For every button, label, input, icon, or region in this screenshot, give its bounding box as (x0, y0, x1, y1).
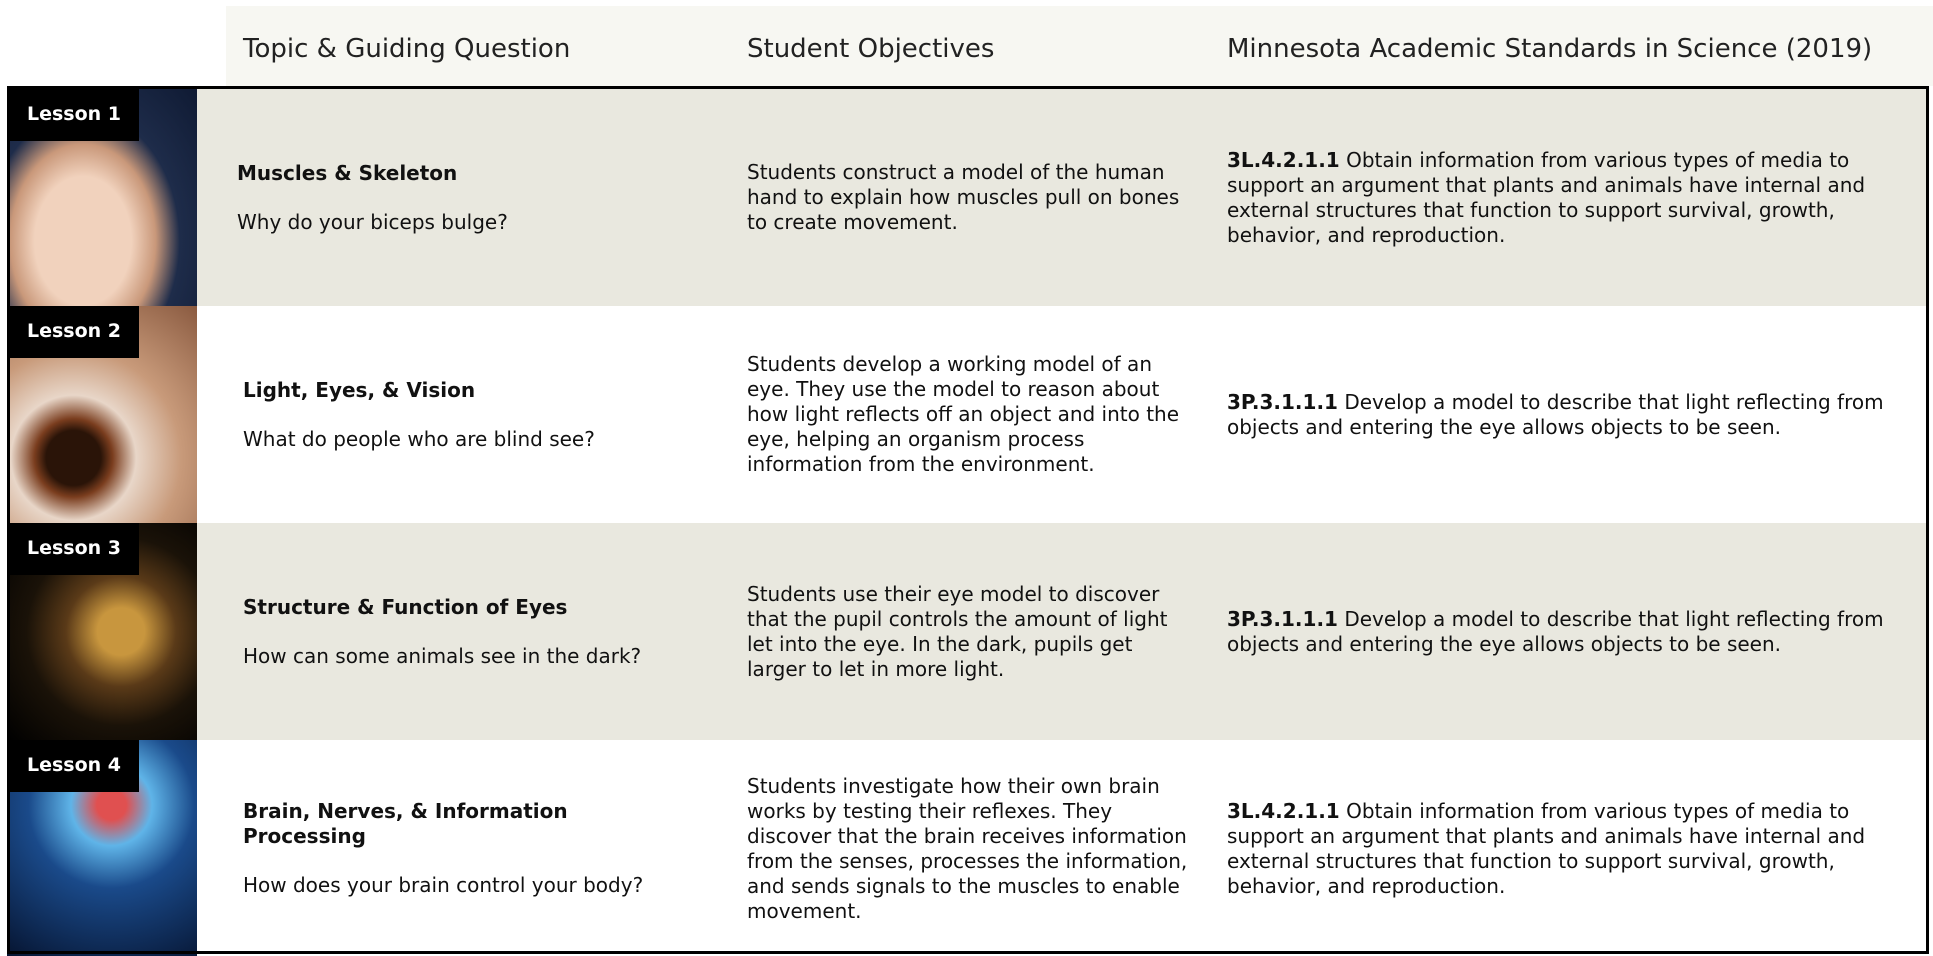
topic-title: Muscles & Skeleton (237, 160, 458, 185)
standard-text: Develop a model to describe that light r… (1227, 389, 1884, 439)
column-header: Student Objectives (747, 34, 995, 64)
standard-text: Develop a model to describe that light r… (1227, 606, 1884, 656)
lesson-label: Lesson 4 (7, 740, 140, 792)
table-row: Structure & Function of Eyes How can some… (197, 523, 1929, 740)
lesson-label: Lesson 1 (7, 89, 140, 141)
standard-code: 3P.3.1.1.1 (1227, 606, 1338, 631)
standard-cell: 3P.3.1.1.1 Develop a model to describe t… (1227, 523, 1927, 740)
standard-cell: 3P.3.1.1.1 Develop a model to describe t… (1227, 306, 1927, 523)
lesson-label: Lesson 2 (7, 306, 140, 358)
standard-text: Obtain information from various types of… (1227, 147, 1866, 247)
column-header: Topic & Guiding Question (243, 34, 571, 64)
standard-code: 3L.4.2.1.1 (1227, 147, 1340, 172)
standard-text-block: 3P.3.1.1.1 Develop a model to describe t… (1227, 607, 1927, 657)
standard-code: 3L.4.2.1.1 (1227, 798, 1340, 823)
objective-cell: Students use their eye model to discover… (747, 581, 1168, 681)
topic-title: Light, Eyes, & Vision (243, 377, 476, 402)
standard-text-block: 3L.4.2.1.1 Obtain information from vario… (1227, 148, 1927, 248)
standard-cell: 3L.4.2.1.1 Obtain information from vario… (1227, 89, 1927, 306)
objective-cell: Students investigate how their own brain… (747, 773, 1188, 923)
lesson-image: Lesson 3 (7, 523, 197, 740)
table-row: Light, Eyes, & Vision What do people who … (197, 306, 1929, 523)
topic-cell: Muscles & Skeleton Why do your biceps bul… (237, 89, 677, 306)
guiding-question: What do people who are blind see? (243, 426, 595, 451)
table-row: Muscles & Skeleton Why do your biceps bul… (197, 89, 1929, 306)
guiding-question: How does your brain control your body? (243, 873, 644, 897)
standard-code: 3P.3.1.1.1 (1227, 389, 1338, 414)
standard-cell: 3L.4.2.1.1 Obtain information from vario… (1227, 740, 1927, 956)
topic-title: Brain, Nerves, & Information Processing (243, 799, 568, 848)
guiding-question: How can some animals see in the dark? (243, 643, 642, 668)
guiding-question: Why do your biceps bulge? (237, 209, 508, 234)
lesson-image: Lesson 4 (7, 740, 197, 956)
lesson-label: Lesson 3 (7, 523, 140, 575)
topic-title: Structure & Function of Eyes (243, 594, 568, 619)
objective-cell: Students construct a model of the human … (747, 160, 1180, 234)
column-header: Minnesota Academic Standards in Science … (1227, 34, 1873, 64)
objective-cell: Students develop a working model of an e… (747, 352, 1180, 476)
lesson-image: Lesson 2 (7, 306, 197, 523)
topic-cell: Brain, Nerves, & Information Processing H… (243, 740, 683, 956)
standard-text-block: 3L.4.2.1.1 Obtain information from vario… (1227, 799, 1927, 899)
table-row: Brain, Nerves, & Information Processing H… (197, 740, 1929, 956)
topic-cell: Light, Eyes, & Vision What do people who … (243, 306, 683, 523)
standard-text: Obtain information from various types of… (1227, 798, 1866, 898)
lesson-image: Lesson 1 (7, 89, 197, 306)
standard-text-block: 3P.3.1.1.1 Develop a model to describe t… (1227, 390, 1927, 440)
table-border (7, 86, 1929, 954)
header-bar: Topic & Guiding Question Student Objecti… (226, 6, 1933, 86)
topic-cell: Structure & Function of Eyes How can some… (243, 523, 683, 740)
